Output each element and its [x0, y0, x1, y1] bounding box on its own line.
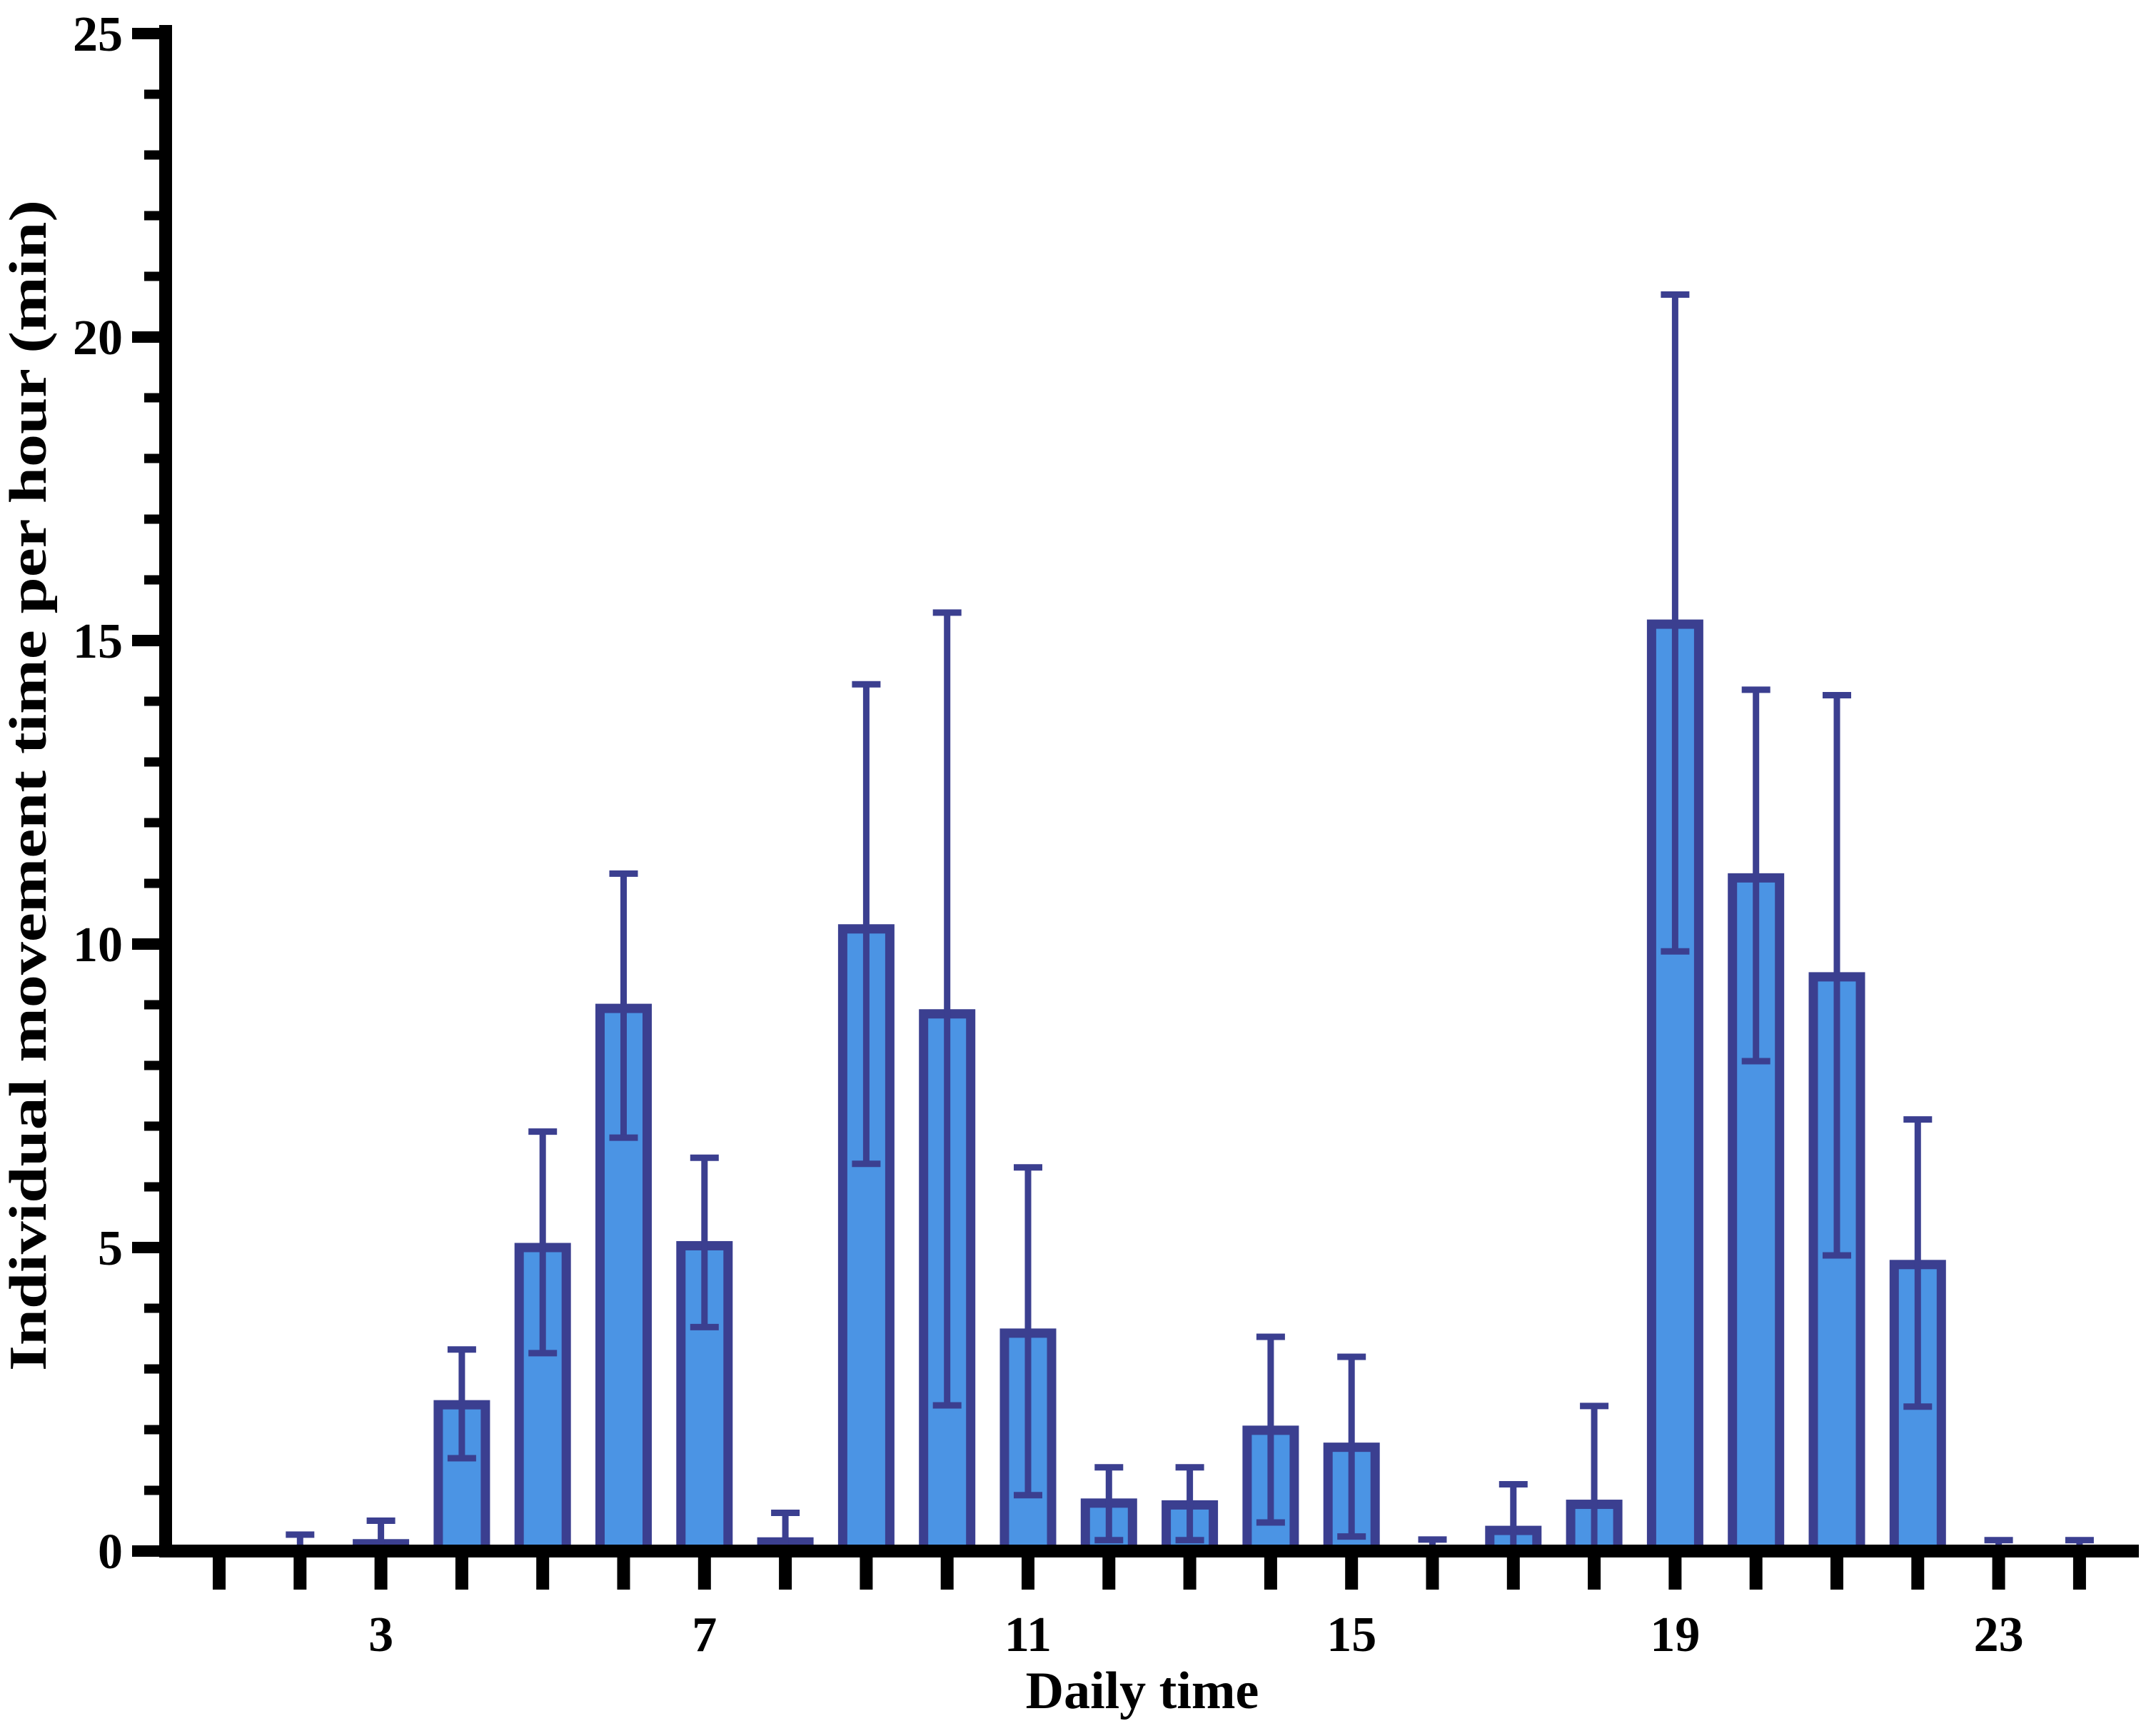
- y-major-tick: [132, 938, 166, 950]
- y-minor-tick: [144, 818, 166, 828]
- y-minor-tick: [144, 878, 166, 888]
- y-minor-tick: [144, 1425, 166, 1435]
- y-minor-tick: [144, 1485, 166, 1495]
- x-tick: [1022, 1557, 1034, 1590]
- y-tick-label: 0: [98, 1525, 123, 1580]
- y-minor-tick: [144, 150, 166, 160]
- x-tick: [1183, 1557, 1197, 1590]
- y-minor-tick: [144, 757, 166, 767]
- y-minor-tick: [144, 1303, 166, 1313]
- x-tick: [860, 1557, 873, 1590]
- x-tick-label: 23: [1974, 1607, 2024, 1662]
- y-tick-label: 25: [73, 7, 123, 62]
- y-minor-tick: [144, 696, 166, 706]
- y-minor-tick: [144, 393, 166, 403]
- x-tick: [1992, 1557, 2005, 1590]
- y-major-tick: [132, 1545, 166, 1557]
- x-tick: [1345, 1557, 1359, 1590]
- y-tick-label: 15: [73, 614, 123, 669]
- x-tick: [1830, 1557, 1843, 1590]
- y-tick-label: 20: [73, 311, 123, 366]
- y-minor-tick: [144, 514, 166, 524]
- x-tick: [2072, 1557, 2086, 1590]
- y-minor-tick: [144, 1364, 166, 1374]
- x-tick: [455, 1557, 468, 1590]
- y-tick-label: 10: [73, 918, 123, 973]
- y-minor-tick: [144, 211, 166, 221]
- y-minor-tick: [144, 575, 166, 585]
- x-tick-label: 19: [1650, 1607, 1700, 1662]
- bars-layer: [353, 619, 1946, 1556]
- x-tick: [1911, 1557, 1925, 1590]
- x-tick: [617, 1557, 630, 1590]
- x-tick-label: 15: [1326, 1607, 1376, 1662]
- y-minor-tick: [144, 1182, 166, 1192]
- x-tick: [1264, 1557, 1277, 1590]
- x-tick: [1102, 1557, 1116, 1590]
- y-major-tick: [132, 635, 166, 646]
- y-axis-line: [159, 25, 172, 1557]
- error-bars-layer: [286, 291, 2094, 1555]
- y-major-tick: [132, 28, 166, 39]
- x-tick: [779, 1557, 792, 1590]
- x-tick-label: 11: [1004, 1607, 1052, 1662]
- x-tick: [1588, 1557, 1601, 1590]
- x-tick: [1426, 1557, 1439, 1590]
- y-minor-tick: [144, 453, 166, 463]
- x-tick: [293, 1557, 307, 1590]
- x-axis-line: [159, 1545, 2139, 1557]
- axes-layer: [132, 25, 2139, 1590]
- y-minor-tick: [144, 1060, 166, 1070]
- x-tick: [213, 1557, 226, 1590]
- x-tick: [697, 1557, 711, 1590]
- y-tick-label: 5: [98, 1221, 123, 1276]
- x-tick-label: 3: [368, 1607, 393, 1662]
- y-minor-tick: [144, 89, 166, 99]
- x-tick: [1749, 1557, 1763, 1590]
- x-tick: [1668, 1557, 1682, 1590]
- y-major-tick: [132, 331, 166, 343]
- tick-labels-layer: 0 5 10 15 20 25 3 7 11 15 19 23: [73, 7, 2024, 1662]
- y-axis-title: Individual movement time per hour (min): [0, 200, 58, 1371]
- y-minor-tick: [144, 271, 166, 281]
- x-tick: [536, 1557, 550, 1590]
- x-tick: [374, 1557, 388, 1590]
- y-major-tick: [132, 1242, 166, 1253]
- x-tick: [1506, 1557, 1520, 1590]
- x-tick: [940, 1557, 954, 1590]
- y-minor-tick: [144, 1121, 166, 1131]
- y-minor-tick: [144, 1000, 166, 1010]
- x-tick-label: 7: [692, 1607, 717, 1662]
- x-axis-title: Daily time: [1026, 1662, 1259, 1720]
